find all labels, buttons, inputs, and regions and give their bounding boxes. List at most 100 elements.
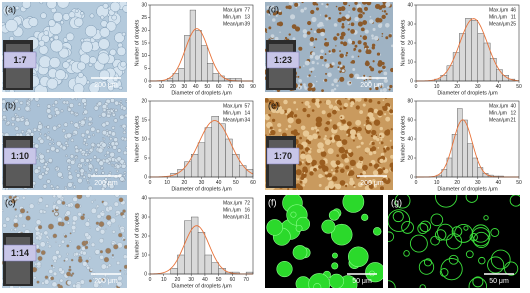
droplet (110, 217, 116, 224)
droplet (48, 244, 52, 249)
droplet (109, 151, 115, 158)
droplet (76, 173, 81, 178)
speck (339, 180, 346, 186)
speck (345, 98, 347, 99)
speck (371, 46, 375, 50)
droplet (64, 187, 68, 190)
speck (372, 170, 379, 176)
histogram-bar (457, 108, 463, 178)
speck (347, 98, 351, 100)
droplet (47, 131, 50, 134)
fluorescent-ring (419, 220, 432, 233)
droplet (83, 109, 89, 115)
fluorescent-droplet (331, 262, 339, 270)
droplet (56, 2, 70, 9)
speck (324, 42, 330, 47)
histogram-bar (465, 18, 472, 82)
stat-label: Min./μm (489, 110, 507, 116)
droplet (108, 142, 111, 145)
speck (385, 2, 391, 8)
y-axis-title: Number of droplets (134, 212, 140, 259)
fluorescent-ring (468, 277, 488, 288)
speck (337, 122, 342, 127)
speck (268, 13, 271, 16)
speck (381, 177, 387, 183)
speck (377, 110, 384, 116)
stat-value: 11 (511, 14, 516, 20)
speck (368, 183, 374, 189)
droplet (114, 32, 125, 43)
histogram-bar (452, 52, 460, 82)
speck (335, 45, 337, 47)
droplet (111, 242, 115, 246)
droplet (95, 226, 100, 232)
x-tick-label: 0 (149, 277, 152, 283)
speck (353, 47, 357, 51)
speck (275, 14, 278, 17)
speck (339, 76, 345, 82)
speck (295, 6, 297, 9)
droplet (107, 161, 111, 165)
speck (331, 134, 335, 138)
histogram-bar (472, 157, 478, 178)
speck (311, 163, 315, 167)
speck (312, 2, 317, 6)
speck (272, 18, 276, 22)
fluorescent-ring (388, 231, 395, 242)
droplet (2, 223, 7, 228)
speck (356, 132, 361, 137)
scale-bar-label: 200 μm (360, 180, 384, 187)
speck (324, 126, 329, 132)
stat-value: 21 (510, 117, 516, 123)
droplet (113, 165, 117, 169)
y-tick-label: 10 (407, 59, 413, 65)
droplet (74, 148, 80, 153)
speck (314, 126, 318, 130)
speck (389, 139, 392, 142)
droplet (100, 167, 103, 170)
speck (344, 184, 348, 188)
droplet (70, 110, 74, 115)
y-tick-label: 40 (141, 195, 147, 201)
speck (331, 83, 334, 86)
droplet (34, 98, 40, 102)
speck (364, 29, 369, 34)
speck (370, 67, 375, 72)
droplet (90, 207, 97, 214)
droplet (121, 214, 126, 219)
panel-label: (b) (5, 100, 16, 110)
speck (372, 135, 378, 140)
droplet (95, 221, 100, 225)
droplet (93, 155, 97, 159)
speck (364, 61, 370, 67)
stat-value: 72 (244, 200, 250, 206)
speck (314, 38, 318, 41)
speck (307, 105, 311, 109)
histogram-bar (211, 115, 219, 178)
speck (383, 149, 387, 153)
histogram-bar (204, 127, 213, 178)
scale-bar-label: 200 μm (94, 278, 118, 285)
speck (270, 129, 276, 136)
histogram-bar (239, 165, 247, 178)
droplet (6, 120, 11, 125)
speck (362, 170, 367, 175)
histogram-bar (218, 123, 226, 178)
x-tick-label: 20 (454, 180, 460, 186)
speck (369, 16, 372, 18)
stat-label: Max./μm (223, 7, 242, 13)
droplet (82, 250, 87, 256)
speck (304, 100, 310, 106)
ratio-label: 1:7 (13, 55, 26, 65)
droplet (113, 137, 118, 142)
droplet (51, 103, 56, 107)
speck (369, 87, 372, 91)
droplet (103, 280, 107, 283)
fluorescent-ring (471, 227, 491, 247)
speck (318, 165, 322, 169)
fluorescent-ring (417, 223, 429, 235)
speck (349, 159, 356, 167)
speck (389, 84, 393, 89)
droplet (60, 198, 64, 202)
speck (379, 23, 383, 26)
